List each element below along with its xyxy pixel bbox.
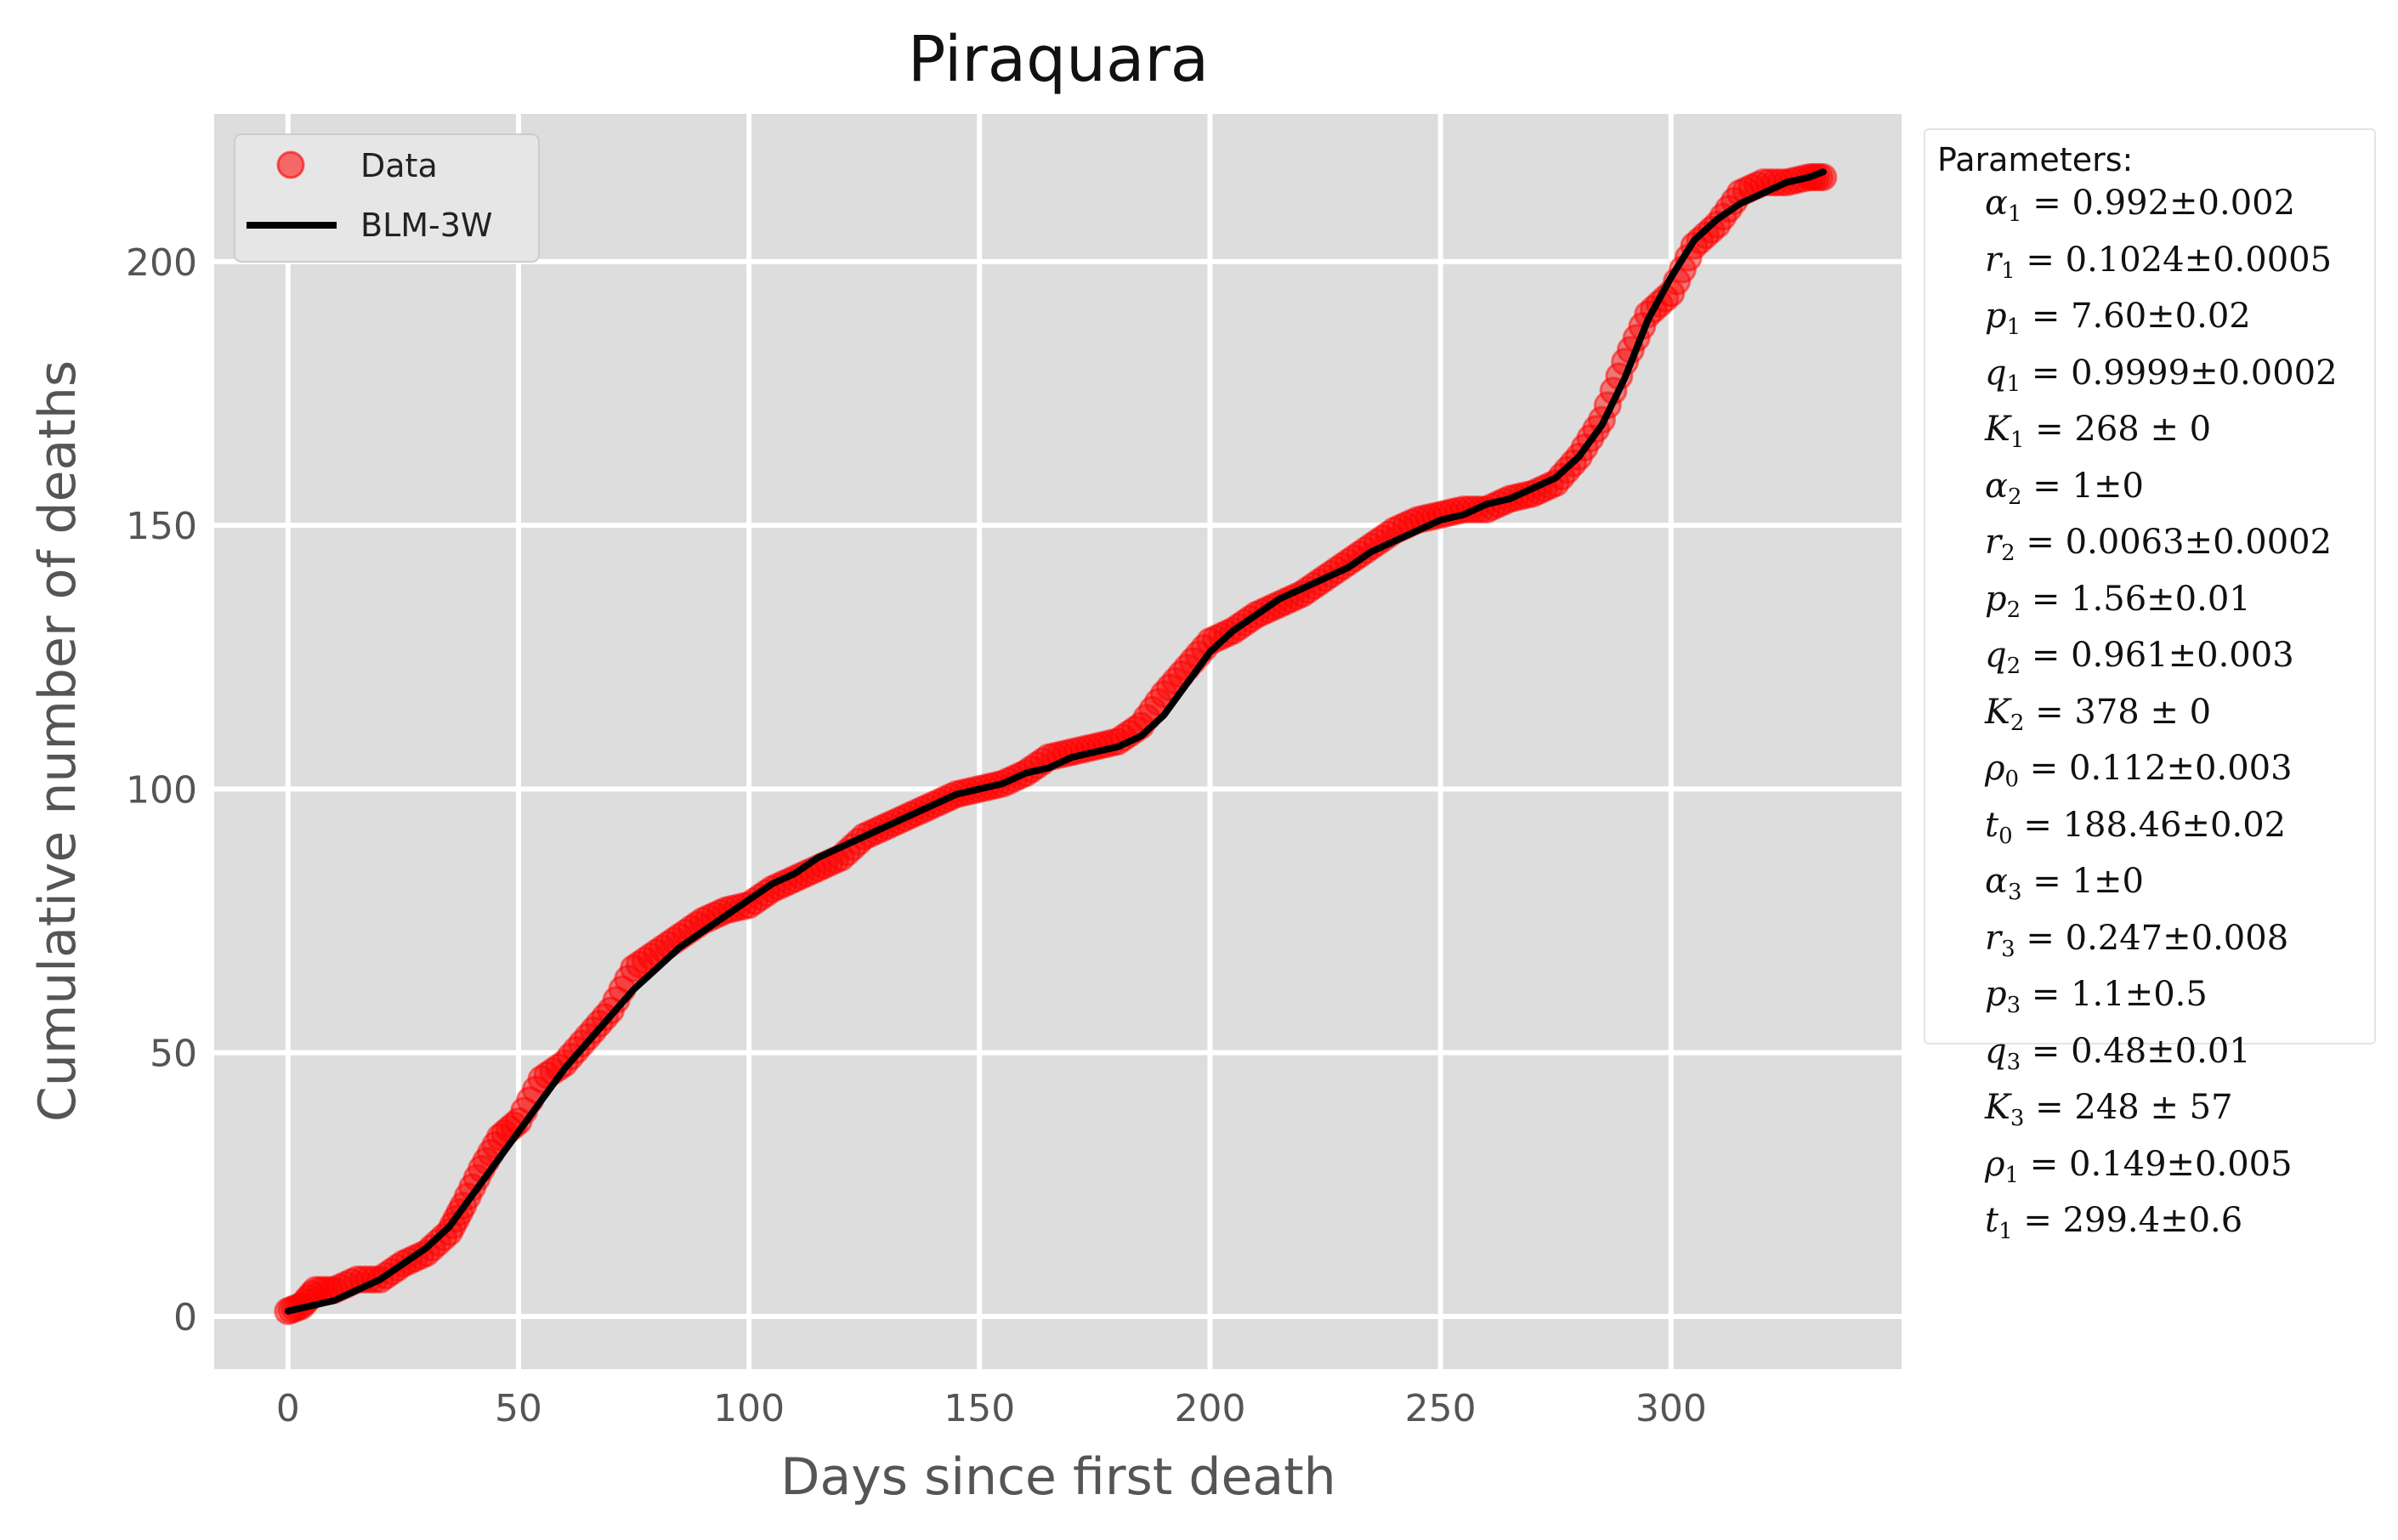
- parameters-box: Parameters: α1 = 0.992±0.002 r1 = 0.1024±…: [1924, 128, 2376, 1244]
- parameter-item: q1 = 0.9999±0.0002: [1985, 353, 2338, 397]
- parameter-item: p2 = 1.56±0.01: [1985, 579, 2251, 623]
- parameter-item: q2 = 0.961±0.003: [1985, 636, 2294, 679]
- parameter-item: α1 = 0.992±0.002: [1985, 184, 2296, 227]
- x-tick-label: 100: [713, 1387, 785, 1430]
- parameter-item: r2 = 0.0063±0.0002: [1985, 523, 2333, 566]
- parameters-title: Parameters:: [1937, 141, 2134, 178]
- legend-label-blm-3w: BLM-3W: [360, 207, 493, 244]
- parameter-item: ρ0 = 0.112±0.003: [1985, 749, 2293, 792]
- x-tick-label: 250: [1405, 1387, 1477, 1430]
- x-tick-label: 200: [1174, 1387, 1245, 1430]
- grid: [214, 114, 1902, 1369]
- parameter-item: K3 = 248 ± 57: [1985, 1088, 2233, 1131]
- x-axis-label: Days since first death: [780, 1447, 1335, 1507]
- parameter-item: r1 = 0.1024±0.0005: [1985, 240, 2333, 284]
- legend-marker-data: [276, 150, 305, 179]
- tick-labels: 0 50 100 150 200 250 300 0 50 100 150 200: [126, 241, 1707, 1430]
- chart-title: Piraquara: [908, 23, 1209, 96]
- parameter-item: α3 = 1±0: [1985, 862, 2144, 905]
- y-tick-label: 0: [173, 1296, 197, 1339]
- parameter-item: r3 = 0.247±0.008: [1985, 918, 2289, 962]
- parameter-item: q3 = 0.48±0.01: [1985, 1031, 2251, 1075]
- y-tick-label: 200: [126, 241, 197, 285]
- parameters-list: α1 = 0.992±0.002 r1 = 0.1024±0.0005 p1 = 7…: [1937, 181, 2374, 1255]
- legend-box: [234, 133, 540, 263]
- parameter-item: K1 = 268 ± 0: [1985, 410, 2212, 453]
- parameter-item: p3 = 1.1±0.5: [1985, 975, 2208, 1018]
- parameter-item: p1 = 7.60±0.02: [1985, 297, 2251, 340]
- parameter-item: ρ1 = 0.149±0.005: [1985, 1144, 2293, 1188]
- x-tick-label: 50: [495, 1387, 542, 1430]
- parameter-item: t0 = 188.46±0.02: [1985, 805, 2287, 849]
- y-tick-label: 50: [150, 1033, 197, 1076]
- y-tick-label: 150: [126, 505, 197, 548]
- y-axis-label: Cumulative number of deaths: [28, 360, 88, 1122]
- parameter-item: t1 = 299.4±0.6: [1985, 1201, 2243, 1244]
- legend: Data BLM-3W: [234, 133, 540, 263]
- x-tick-label: 300: [1636, 1387, 1707, 1430]
- x-tick-label: 0: [276, 1387, 300, 1430]
- x-tick-label: 150: [944, 1387, 1015, 1430]
- series-line-blm-3w: [284, 168, 1827, 1315]
- parameter-item: α2 = 1±0: [1985, 466, 2144, 510]
- parameter-item: K2 = 378 ± 0: [1985, 692, 2212, 736]
- y-tick-label: 100: [126, 768, 197, 812]
- legend-label-data: Data: [360, 147, 438, 184]
